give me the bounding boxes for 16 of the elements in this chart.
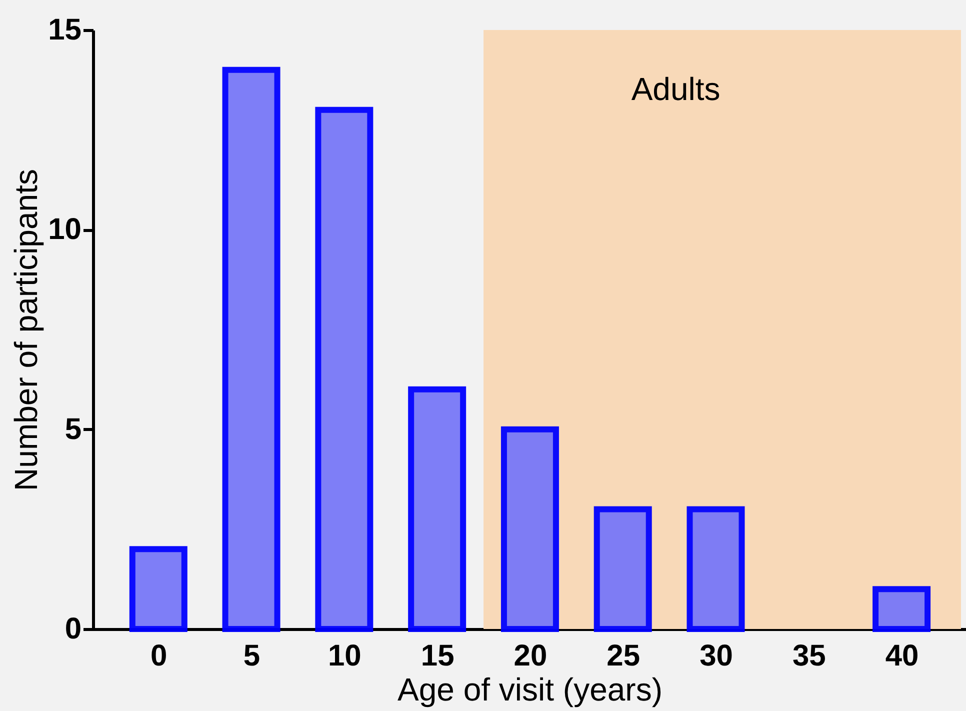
- y-tick-label: 5: [64, 412, 82, 446]
- y-tick-label: 0: [64, 612, 82, 646]
- y-tick-label: 10: [48, 213, 82, 246]
- x-tick-label: 10: [328, 640, 362, 672]
- x-tick-label: 25: [606, 640, 640, 672]
- x-axis-title: Age of visit (years): [398, 672, 662, 708]
- x-tick-label: 40: [885, 640, 919, 672]
- x-tick-label: 30: [700, 640, 733, 672]
- y-tick-label: 15: [48, 14, 82, 46]
- x-tick-label: 15: [420, 640, 454, 672]
- y-axis-title: Number of participants: [8, 169, 44, 491]
- x-tick-label: 35: [792, 640, 826, 672]
- x-tick-label: 0: [150, 640, 168, 672]
- band-label: Adults: [631, 71, 720, 107]
- x-tick-label: 5: [243, 640, 260, 672]
- x-tick-label: 20: [514, 640, 548, 672]
